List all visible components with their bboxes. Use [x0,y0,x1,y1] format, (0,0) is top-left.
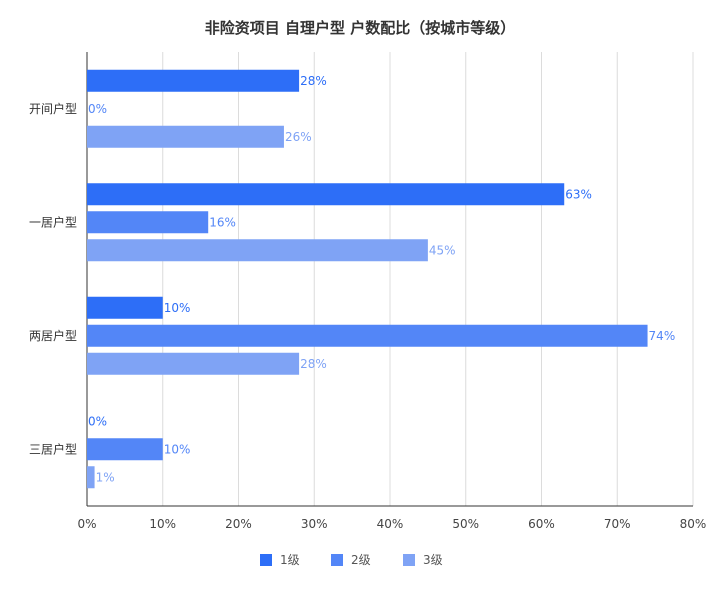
legend[interactable]: 1级 2级 3级 [260,553,443,567]
data-label: 28% [300,357,327,371]
data-label: 63% [565,187,592,201]
x-tick-label: 60% [528,517,555,531]
category-label: 三居户型 [29,441,77,456]
legend-label: 2级 [351,553,371,567]
bar[interactable] [87,438,163,461]
x-tick-label: 80% [680,517,707,531]
chart-title: 非险资项目 自理户型 户数配比（按城市等级） [205,19,515,37]
bar[interactable] [87,211,209,234]
legend-item[interactable]: 2级 [331,553,371,567]
legend-item[interactable]: 3级 [403,553,443,567]
category-label: 一居户型 [29,214,77,229]
data-label: 10% [164,442,191,456]
x-tick-label: 10% [149,517,176,531]
data-label: 0% [88,414,107,428]
bars [87,69,648,489]
legend-item[interactable]: 1级 [260,553,300,567]
bar[interactable] [87,296,163,319]
x-tick-label: 70% [604,517,631,531]
bar[interactable] [87,239,428,262]
legend-label: 3级 [423,553,443,567]
data-label: 10% [164,301,191,315]
data-labels: 28% 0% 26% 63% 16% 45% 10% 74% 28% 0% 10% 1% [88,74,675,485]
x-tick-label: 40% [377,517,404,531]
data-label: 0% [88,102,107,116]
data-label: 28% [300,74,327,88]
data-label: 16% [209,215,236,229]
x-tick-label: 0% [77,517,96,531]
x-tick-label: 30% [301,517,328,531]
bar[interactable] [87,183,565,206]
data-label: 74% [649,329,676,343]
legend-swatch [331,554,343,566]
category-label: 开间户型 [29,101,77,116]
x-tick-label: 50% [452,517,479,531]
bar[interactable] [87,69,300,92]
x-tick-label: 20% [225,517,252,531]
data-label: 1% [96,470,115,484]
x-axis-ticks: 0% 10% 20% 30% 40% 50% 60% 70% 80% [77,517,706,531]
data-label: 26% [285,130,312,144]
bar[interactable] [87,352,300,375]
legend-swatch [260,554,272,566]
data-label: 45% [429,243,456,257]
bar[interactable] [87,125,284,148]
legend-swatch [403,554,415,566]
grid-lines [86,52,694,507]
bar[interactable] [87,324,648,347]
category-label: 两居户型 [29,328,77,343]
bar[interactable] [87,466,95,489]
legend-label: 1级 [280,553,300,567]
